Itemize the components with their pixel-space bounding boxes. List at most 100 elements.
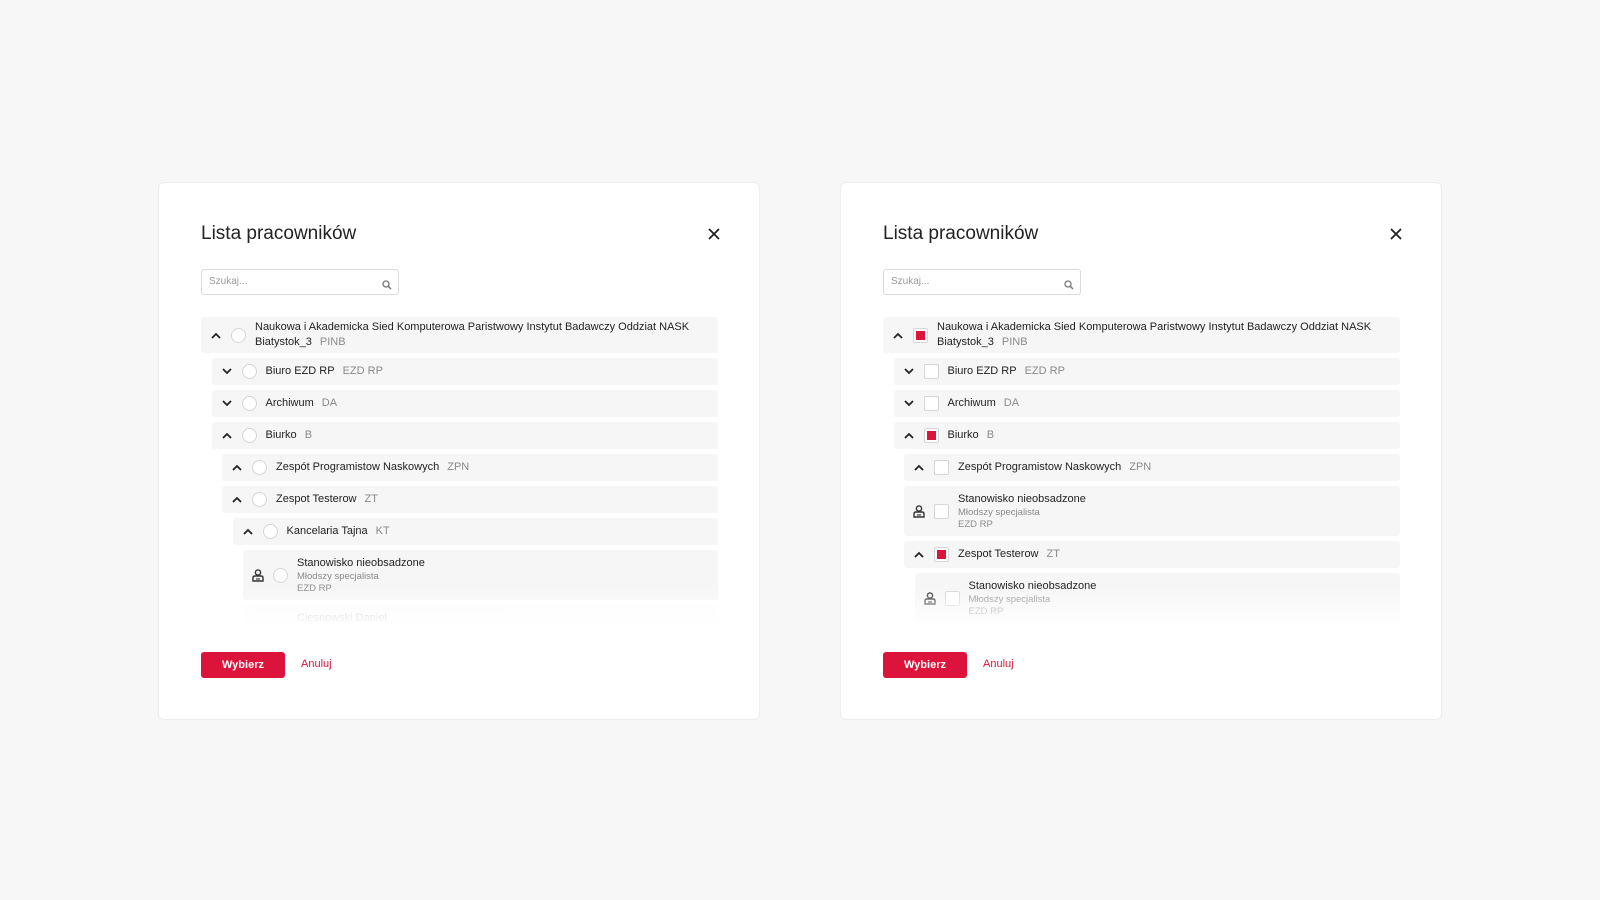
chevron-down-icon[interactable]: [894, 400, 924, 407]
chevron-up-icon[interactable]: [201, 332, 231, 339]
tree-row[interactable]: Archiwum DA: [893, 390, 1400, 417]
tree-row[interactable]: Ciesnowski Daniel: [243, 605, 718, 627]
row-name: Stanowisko nieobsadzone: [958, 492, 1086, 505]
chevron-up-icon[interactable]: [212, 432, 242, 439]
tree-row[interactable]: Stanowisko nieobsadzone Młodszy specjalis…: [243, 550, 718, 600]
select-radio[interactable]: [252, 492, 267, 507]
select-radio[interactable]: [241, 428, 257, 443]
row-text: Stanowisko nieobsadzone Młodszy specjalis…: [297, 553, 425, 598]
row-code: B: [304, 429, 313, 441]
tree-row[interactable]: Naukowa i Akademicka Sied Komputerowa Pa…: [883, 317, 1400, 353]
row-code: DA: [321, 397, 338, 409]
row-text: Biurko B: [266, 425, 313, 446]
org-tree: Naukowa i Akademicka Sied Komputerowa Pa…: [883, 317, 1400, 627]
dialog-title: Lista pracowników: [883, 223, 1039, 244]
tree-row[interactable]: Biurko B: [893, 422, 1400, 449]
select-radio[interactable]: [241, 396, 257, 411]
select-checkbox[interactable]: [934, 547, 949, 562]
select-radio[interactable]: [273, 567, 288, 583]
row-name: Stanowisko nieobsadzone: [297, 556, 425, 569]
search-icon[interactable]: [382, 277, 392, 295]
row-name: Naukowa i Akademicka Sied Komputerowa Pa…: [255, 321, 690, 348]
chevron-up-icon[interactable]: [904, 551, 934, 558]
chevron-up-icon[interactable]: [904, 464, 934, 471]
tree-row[interactable]: Archiwum DA: [211, 390, 718, 417]
select-button[interactable]: Wybierz: [883, 652, 967, 678]
search-icon[interactable]: [1064, 277, 1074, 295]
row-name: Archiwum: [947, 397, 996, 409]
row-name: Naukowa i Akademicka Sied Komputerowa Pa…: [937, 321, 1372, 348]
tree-row[interactable]: Naukowa i Akademicka Sied Komputerowa Pa…: [201, 317, 718, 353]
tree-row[interactable]: Biuro EZD RP EZD RP: [211, 358, 718, 385]
row-text: Zespot Testerow ZT: [958, 544, 1060, 565]
select-radio[interactable]: [252, 460, 267, 475]
search-input[interactable]: [884, 270, 1061, 294]
row-text: Naukowa i Akademicka Sied Komputerowa Pa…: [937, 317, 1400, 353]
row-name: Ciesnowski Daniel: [297, 612, 387, 624]
row-code: PINB: [319, 336, 346, 348]
row-name: Zespót Programistow Naskowych: [276, 461, 440, 473]
chevron-up-icon[interactable]: [883, 332, 913, 339]
tree-row[interactable]: Zespot Testerow ZT: [904, 541, 1400, 568]
row-unit: EZD RP: [958, 518, 993, 530]
tree-row[interactable]: Zespót Programistow Naskowych ZPN: [222, 454, 718, 481]
row-name: Stanowisko nieobsadzone: [968, 579, 1097, 592]
select-radio[interactable]: [231, 327, 246, 343]
row-text: Biuro EZD RP EZD RP: [948, 361, 1065, 382]
tree-row[interactable]: Zespót Programistow Naskowych ZPN: [904, 454, 1400, 481]
row-text: Stanowisko nieobsadzone Młodszy specjalis…: [969, 576, 1097, 621]
employee-list-dialog-radio: Lista pracowników Szukaj... Naukowa i Akad…: [158, 182, 760, 720]
select-checkbox[interactable]: [934, 503, 949, 519]
row-role: Młodszy specjalista: [958, 506, 1040, 518]
row-code: EZD RP: [342, 365, 383, 377]
row-name: Biuro EZD RP: [265, 365, 335, 377]
search-input[interactable]: [202, 270, 379, 294]
chevron-up-icon[interactable]: [222, 464, 252, 471]
row-code: B: [986, 429, 995, 441]
close-icon[interactable]: [1387, 225, 1405, 243]
select-checkbox[interactable]: [923, 396, 939, 411]
chevron-down-icon[interactable]: [894, 368, 924, 375]
row-role: Młodszy specjalista: [297, 570, 379, 582]
select-checkbox[interactable]: [923, 428, 939, 443]
row-text: Naukowa i Akademicka Sied Komputerowa Pa…: [255, 317, 718, 353]
row-name: Zespót Programistow Naskowych: [958, 461, 1122, 473]
row-name: Zespot Testerow: [958, 548, 1039, 560]
row-text: Ciesnowski Daniel: [297, 608, 387, 627]
row-code: KT: [375, 525, 390, 537]
chevron-down-icon[interactable]: [212, 368, 242, 375]
tree-row[interactable]: Kancelaria Tajna KT: [232, 518, 718, 545]
row-name: Archiwum: [265, 397, 314, 409]
person-icon: [904, 504, 934, 518]
row-code: ZT: [364, 493, 378, 505]
select-radio[interactable]: [241, 364, 257, 379]
row-text: Archiwum DA: [948, 393, 1020, 414]
chevron-up-icon[interactable]: [233, 528, 263, 535]
cancel-button[interactable]: Anuluj: [983, 658, 1014, 670]
select-radio[interactable]: [262, 524, 278, 539]
row-code: EZD RP: [1024, 365, 1065, 377]
dialog-title: Lista pracowników: [201, 223, 357, 244]
chevron-down-icon[interactable]: [212, 400, 242, 407]
tree-row[interactable]: Biuro EZD RP EZD RP: [893, 358, 1400, 385]
select-checkbox[interactable]: [944, 590, 960, 606]
row-name: Zespot Testerow: [276, 493, 357, 505]
select-button[interactable]: Wybierz: [201, 652, 285, 678]
tree-row[interactable]: Stanowisko nieobsadzone Młodszy specjalis…: [914, 573, 1400, 623]
close-icon[interactable]: [705, 225, 723, 243]
org-tree: Naukowa i Akademicka Sied Komputerowa Pa…: [201, 317, 718, 627]
select-checkbox[interactable]: [934, 460, 949, 475]
tree-row[interactable]: Stanowisko nieobsadzone Młodszy specjalis…: [904, 486, 1400, 536]
person-icon: [243, 568, 273, 582]
tree-row[interactable]: Zespot Testerow ZT: [222, 486, 718, 513]
row-unit: EZD RP: [968, 605, 1004, 617]
select-checkbox[interactable]: [913, 327, 928, 343]
select-checkbox[interactable]: [923, 364, 939, 379]
cancel-button[interactable]: Anuluj: [301, 658, 332, 670]
row-text: Stanowisko nieobsadzone Młodszy specjalis…: [958, 489, 1086, 534]
row-code: ZPN: [1129, 461, 1152, 473]
row-text: Archiwum DA: [266, 393, 338, 414]
tree-row[interactable]: Biurko B: [211, 422, 718, 449]
chevron-up-icon[interactable]: [222, 496, 252, 503]
chevron-up-icon[interactable]: [894, 432, 924, 439]
